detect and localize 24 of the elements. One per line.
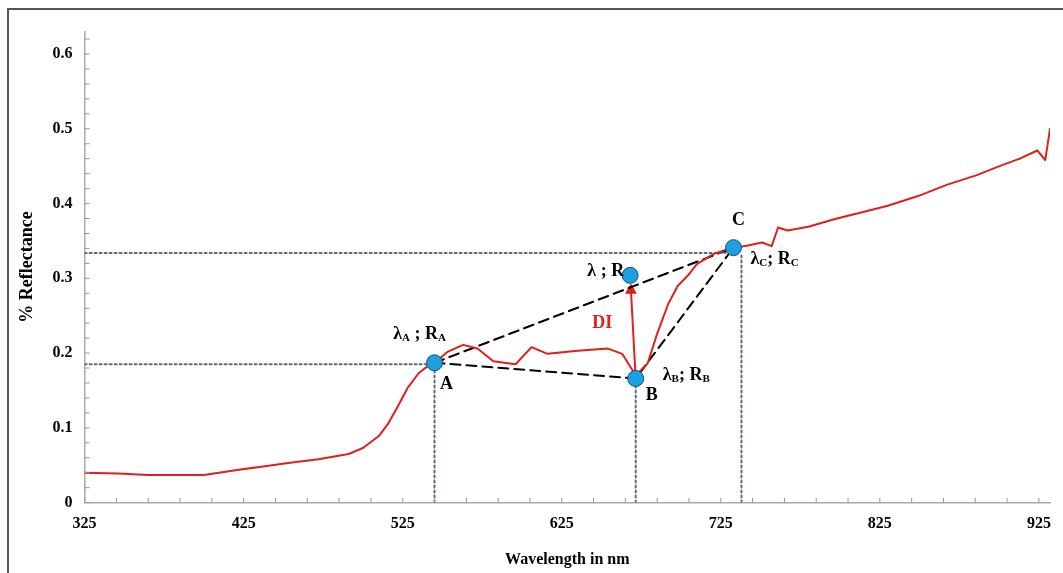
annotation: λB; RB — [662, 364, 711, 385]
y-tick-label: 0.6 — [52, 44, 73, 62]
annotation: λ ; R — [587, 259, 626, 280]
annotation: λA ; RA — [393, 323, 446, 344]
y-tick-label: 0 — [64, 492, 73, 510]
y-tick-label: 0.2 — [52, 343, 73, 361]
x-tick-label: 425 — [231, 514, 256, 532]
x-axis-title: Wavelength in nm — [505, 549, 631, 568]
y-axis-title: % Reflectance — [16, 211, 37, 323]
annotation: DI — [592, 311, 613, 332]
y-tick-label: 0.5 — [52, 118, 73, 136]
x-tick-label: 825 — [867, 514, 892, 532]
annotation: λC; RC — [750, 248, 799, 269]
x-tick-label: 325 — [72, 514, 97, 532]
x-tick-label: 725 — [708, 514, 733, 532]
annotation: A — [440, 373, 454, 394]
y-tick-label: 0.1 — [52, 417, 73, 435]
x-tick-label: 525 — [390, 514, 415, 532]
x-tick-label: 925 — [1026, 514, 1051, 532]
y-tick-label: 0.4 — [52, 193, 73, 211]
annotation: C — [732, 209, 746, 230]
annotation: B — [645, 384, 658, 405]
x-tick-label: 625 — [549, 514, 574, 532]
y-tick-label: 0.3 — [52, 268, 73, 286]
